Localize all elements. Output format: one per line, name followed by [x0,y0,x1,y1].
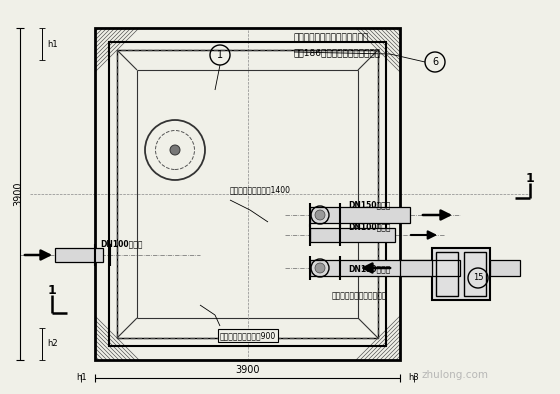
Bar [55,248,103,262]
Text: 通风管，高出覆土面1400: 通风管，高出覆土面1400 [230,185,291,194]
Bar [436,252,458,296]
Bar [117,50,378,338]
Bar [55,248,103,262]
Bar [432,248,490,300]
Text: 3900: 3900 [13,182,23,206]
Bar [109,42,386,346]
Bar [400,260,432,276]
Bar [310,228,395,242]
Text: 见第186页，安装要求详见总说明: 见第186页，安装要求详见总说明 [294,48,381,57]
Bar [117,50,378,338]
Text: 15: 15 [473,273,483,282]
Bar [490,260,520,276]
Text: 1: 1 [48,284,57,297]
Bar [310,228,395,242]
Text: h2: h2 [47,340,58,349]
Text: DN100进水管: DN100进水管 [100,239,142,248]
Bar [310,260,460,276]
Text: 通风管，高出覆土面900: 通风管，高出覆土面900 [220,331,276,340]
Text: h1: h1 [76,372,87,381]
Circle shape [315,263,325,273]
Bar [490,260,520,276]
Bar [400,260,432,276]
Text: h1: h1 [47,39,58,48]
Text: 顶板预留水位传示装置孔，做法: 顶板预留水位传示装置孔，做法 [294,33,369,42]
Text: DN150溢水管: DN150溢水管 [348,264,390,273]
Bar [310,207,410,223]
Bar [310,207,410,223]
Circle shape [170,145,180,155]
Text: zhulong.com: zhulong.com [422,370,488,380]
Text: 1: 1 [217,50,223,60]
Text: DN100滤水管: DN100滤水管 [348,222,390,231]
Bar [464,252,486,296]
Text: DN150出水管: DN150出水管 [348,200,390,209]
Text: 1: 1 [526,171,534,184]
Bar [95,28,400,360]
Text: h3: h3 [408,372,419,381]
Bar [432,248,490,300]
Text: 3900: 3900 [235,365,260,375]
Circle shape [315,210,325,220]
Text: 尺寸根据工程具体情况决定: 尺寸根据工程具体情况决定 [332,291,388,300]
Text: 6: 6 [432,57,438,67]
Bar [310,260,460,276]
